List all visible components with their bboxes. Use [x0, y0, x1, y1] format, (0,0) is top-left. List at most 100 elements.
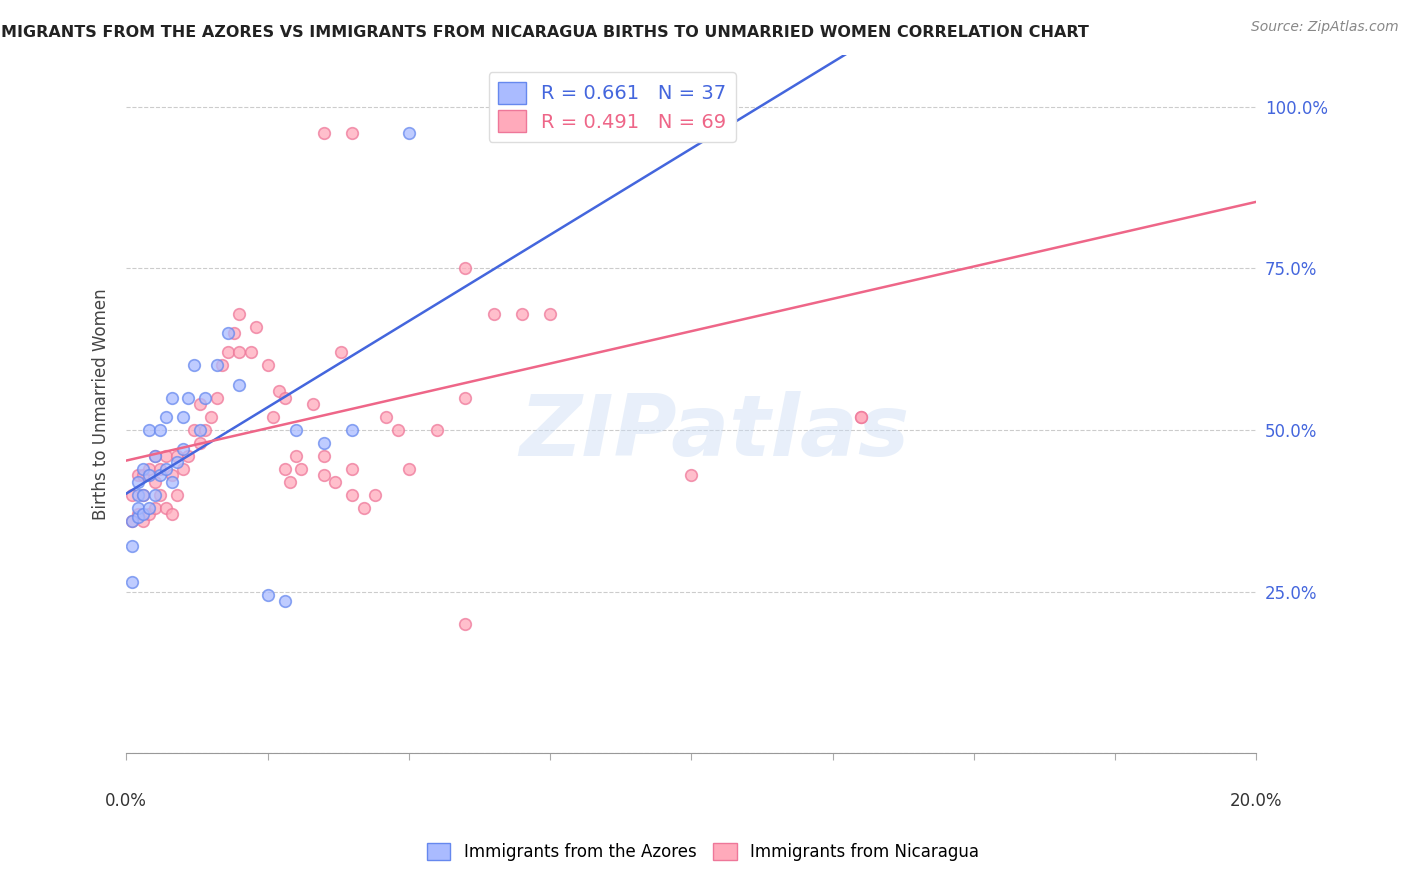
- Point: [228, 307, 250, 321]
- Point: [121, 540, 143, 554]
- Point: [342, 423, 364, 437]
- Point: [245, 319, 267, 334]
- Point: [278, 475, 301, 489]
- Point: [166, 449, 188, 463]
- Point: [138, 462, 160, 476]
- Point: [132, 468, 155, 483]
- Point: [273, 391, 295, 405]
- Point: [172, 410, 194, 425]
- Point: [149, 488, 172, 502]
- Text: Source: ZipAtlas.com: Source: ZipAtlas.com: [1251, 20, 1399, 34]
- Point: [138, 468, 160, 483]
- Point: [205, 359, 228, 373]
- Point: [454, 261, 477, 276]
- Point: [312, 449, 335, 463]
- Point: [194, 423, 217, 437]
- Point: [121, 514, 143, 528]
- Point: [188, 436, 211, 450]
- Point: [273, 462, 295, 476]
- Point: [290, 462, 312, 476]
- Point: [127, 488, 149, 502]
- Point: [138, 500, 160, 515]
- Point: [143, 475, 166, 489]
- Point: [160, 391, 183, 405]
- Point: [188, 397, 211, 411]
- Point: [510, 307, 533, 321]
- Point: [284, 449, 307, 463]
- Point: [454, 616, 477, 631]
- Point: [121, 574, 143, 589]
- Point: [188, 423, 211, 437]
- Point: [849, 410, 872, 425]
- Point: [284, 423, 307, 437]
- Point: [273, 594, 295, 608]
- Text: IMMIGRANTS FROM THE AZORES VS IMMIGRANTS FROM NICARAGUA BIRTHS TO UNMARRIED WOME: IMMIGRANTS FROM THE AZORES VS IMMIGRANTS…: [0, 25, 1090, 40]
- Point: [312, 126, 335, 140]
- Point: [222, 326, 245, 340]
- Legend: Immigrants from the Azores, Immigrants from Nicaragua: Immigrants from the Azores, Immigrants f…: [420, 836, 986, 868]
- Point: [132, 488, 155, 502]
- Point: [138, 423, 160, 437]
- Point: [143, 449, 166, 463]
- Point: [143, 500, 166, 515]
- Text: 0.0%: 0.0%: [105, 792, 148, 810]
- Point: [127, 468, 149, 483]
- Point: [652, 126, 675, 140]
- Point: [172, 442, 194, 457]
- Point: [342, 126, 364, 140]
- Point: [177, 449, 200, 463]
- Point: [149, 423, 172, 437]
- Point: [211, 359, 233, 373]
- Point: [127, 500, 149, 515]
- Point: [256, 359, 278, 373]
- Point: [353, 500, 375, 515]
- Point: [200, 410, 222, 425]
- Point: [138, 507, 160, 521]
- Point: [155, 462, 177, 476]
- Point: [262, 410, 284, 425]
- Point: [538, 307, 561, 321]
- Point: [177, 391, 200, 405]
- Point: [681, 468, 703, 483]
- Y-axis label: Births to Unmarried Women: Births to Unmarried Women: [93, 288, 110, 520]
- Point: [155, 500, 177, 515]
- Point: [228, 345, 250, 359]
- Point: [398, 126, 420, 140]
- Point: [652, 126, 675, 140]
- Point: [132, 462, 155, 476]
- Point: [342, 488, 364, 502]
- Point: [849, 410, 872, 425]
- Point: [256, 588, 278, 602]
- Point: [482, 307, 505, 321]
- Point: [149, 462, 172, 476]
- Point: [121, 488, 143, 502]
- Point: [342, 462, 364, 476]
- Point: [143, 488, 166, 502]
- Text: 20.0%: 20.0%: [1230, 792, 1282, 810]
- Point: [132, 488, 155, 502]
- Point: [312, 468, 335, 483]
- Point: [160, 507, 183, 521]
- Point: [312, 436, 335, 450]
- Point: [239, 345, 262, 359]
- Point: [121, 514, 143, 528]
- Point: [172, 462, 194, 476]
- Point: [127, 507, 149, 521]
- Point: [325, 475, 347, 489]
- Point: [160, 468, 183, 483]
- Point: [454, 391, 477, 405]
- Text: ZIPatlas: ZIPatlas: [519, 391, 910, 474]
- Point: [398, 462, 420, 476]
- Point: [183, 359, 205, 373]
- Legend: R = 0.661   N = 37, R = 0.491   N = 69: R = 0.661 N = 37, R = 0.491 N = 69: [488, 72, 735, 142]
- Point: [375, 410, 398, 425]
- Point: [228, 377, 250, 392]
- Point: [426, 423, 449, 437]
- Point: [217, 345, 239, 359]
- Point: [330, 345, 353, 359]
- Point: [127, 510, 149, 524]
- Point: [183, 423, 205, 437]
- Point: [155, 410, 177, 425]
- Point: [143, 449, 166, 463]
- Point: [155, 449, 177, 463]
